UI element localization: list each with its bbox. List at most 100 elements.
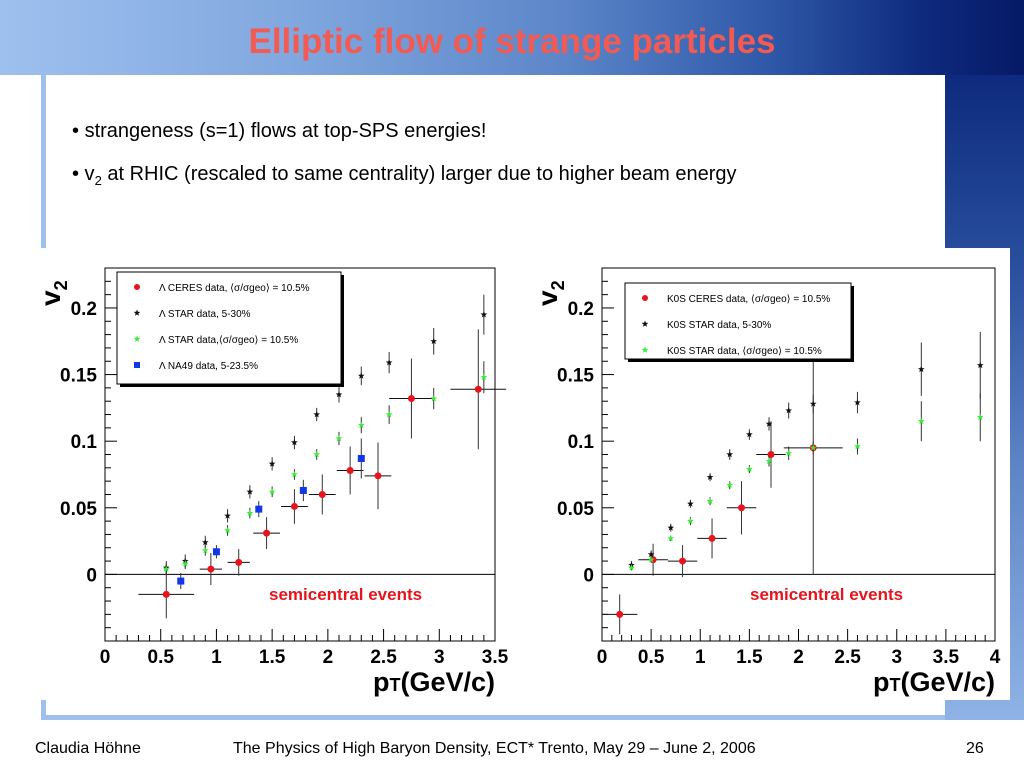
x-axis-title: pT(GeV/c) xyxy=(373,667,495,697)
data-point-star xyxy=(291,439,298,446)
data-point-circle xyxy=(642,295,648,301)
data-point-star xyxy=(430,337,437,345)
data-point-star xyxy=(246,509,254,516)
data-point-circle xyxy=(263,529,271,537)
x-tick-label: 3 xyxy=(891,647,902,668)
y-tick-label: 0.2 xyxy=(71,299,97,320)
bullet-item: • v2 at RHIC (rescaled to same centralit… xyxy=(72,161,942,194)
data-point-star xyxy=(430,395,437,402)
slide-footer: Claudia Höhne The Physics of High Baryon… xyxy=(0,728,1024,768)
data-point-star xyxy=(224,526,231,534)
legend-entry: Λ STAR data, 5-30% xyxy=(159,309,251,320)
series-group xyxy=(163,361,488,575)
data-point-square xyxy=(134,362,140,368)
x-tick-label: 1.5 xyxy=(736,647,763,668)
x-tick-label: 1 xyxy=(211,647,222,668)
data-point-circle xyxy=(134,284,140,290)
data-point-star xyxy=(291,471,298,478)
data-point-circle xyxy=(318,490,326,498)
y-tick-label: 0.05 xyxy=(557,499,594,520)
data-point-circle xyxy=(616,610,624,618)
kaon-v2-chart: 0 0.05 0.1 0.15 0.2 0 0.5 1 1.5 2 2.5 3 3.5 4 v2 pT(GeV… xyxy=(532,267,1001,697)
data-point-star xyxy=(313,411,320,418)
data-point-star xyxy=(765,420,773,427)
data-point-star xyxy=(641,320,649,327)
data-point-star xyxy=(809,400,817,407)
data-point-star xyxy=(706,473,714,480)
footer-author: Claudia Höhne xyxy=(35,740,141,757)
y-tick-label: 0.1 xyxy=(568,432,595,453)
data-point-star xyxy=(687,517,694,524)
data-point-circle xyxy=(290,502,298,510)
legend-entry: K0S STAR data, 5-30% xyxy=(667,320,771,331)
data-point-circle xyxy=(407,395,415,403)
x-tick-label: 2 xyxy=(323,647,334,668)
data-point-square xyxy=(299,486,307,494)
data-point-star xyxy=(726,481,734,488)
series-group xyxy=(177,438,365,590)
x-tick-label: 1.5 xyxy=(259,647,286,668)
data-point-circle xyxy=(346,466,354,474)
data-point-star xyxy=(181,560,189,567)
data-point-star xyxy=(785,449,792,456)
x-tick-label: 2.5 xyxy=(834,647,861,668)
data-point-star xyxy=(224,512,231,519)
x-tick-label: 0 xyxy=(597,647,608,668)
x-axis-title: pT(GeV/c) xyxy=(873,667,995,697)
x-tick-label: 3 xyxy=(434,647,445,668)
data-point-circle xyxy=(708,534,716,542)
data-point-star xyxy=(976,361,984,369)
y-axis-title: v2 xyxy=(35,280,71,306)
data-point-circle xyxy=(162,590,170,598)
bullet-prefix: • v xyxy=(72,163,95,185)
bullet-item: • strangeness (s=1) flows at top-SPS ene… xyxy=(72,118,942,144)
legend-entry: Λ STAR data,⟨σ/σgeo⟩ = 10.5% xyxy=(159,335,298,346)
data-point-circle xyxy=(474,385,482,393)
x-tick-label: 3.5 xyxy=(933,647,960,668)
data-point-star xyxy=(335,435,343,442)
y-tick-label: 0.15 xyxy=(60,366,97,387)
legend-box xyxy=(624,282,852,360)
y-tick-label: 0 xyxy=(583,565,594,586)
legend-entry: Λ NA49 data, 5-23.5% xyxy=(159,361,258,372)
data-point-star xyxy=(706,497,714,504)
chart-annotation: semicentral events xyxy=(750,585,903,604)
y-axis-title: v2 xyxy=(532,280,568,306)
data-point-star xyxy=(918,365,925,373)
data-point-star xyxy=(647,556,655,563)
data-point-star xyxy=(918,417,925,424)
data-point-star xyxy=(133,309,141,316)
data-point-star xyxy=(785,407,792,414)
data-point-star xyxy=(667,534,675,542)
data-point-square xyxy=(357,454,365,462)
data-point-star xyxy=(385,359,393,366)
plot-panel: 0 0.05 0.1 0.15 0.2 0 0.5 1 1.5 2 2.5 3 3.5 v2 pT(GeV/… xyxy=(35,248,1010,700)
data-point-star xyxy=(687,500,694,507)
data-point-circle xyxy=(207,565,215,573)
x-tick-label: 4 xyxy=(990,647,1001,668)
data-point-star xyxy=(854,443,861,450)
slide-header-band xyxy=(0,0,1024,75)
data-point-star xyxy=(358,372,365,379)
x-tick-label: 0 xyxy=(100,647,111,668)
data-point-star xyxy=(313,451,320,458)
data-point-star xyxy=(809,444,817,451)
bottom-decor-rule xyxy=(41,715,945,720)
data-point-star xyxy=(746,465,753,472)
y-tick-label: 0.15 xyxy=(557,366,594,387)
series-group xyxy=(138,329,507,619)
data-point-star xyxy=(202,538,209,546)
data-point-star xyxy=(647,550,655,558)
bullet-text: at RHIC (rescaled to same centrality) la… xyxy=(101,163,737,185)
x-tick-label: 2.5 xyxy=(370,647,397,668)
data-point-star xyxy=(268,460,276,467)
slide-title: Elliptic flow of strange particles xyxy=(248,22,776,61)
data-point-circle xyxy=(374,472,382,480)
data-point-star xyxy=(854,399,861,406)
legend-entry: Λ CERES data, ⟨σ/σgeo⟩ = 10.5% xyxy=(159,283,310,294)
data-point-star xyxy=(976,413,984,420)
x-tick-label: 3.5 xyxy=(482,647,509,668)
y-tick-label: 0 xyxy=(86,565,97,586)
legend-entry: K0S CERES data, ⟨σ/σgeo⟩ = 10.5% xyxy=(667,294,830,305)
data-point-square xyxy=(177,577,185,585)
